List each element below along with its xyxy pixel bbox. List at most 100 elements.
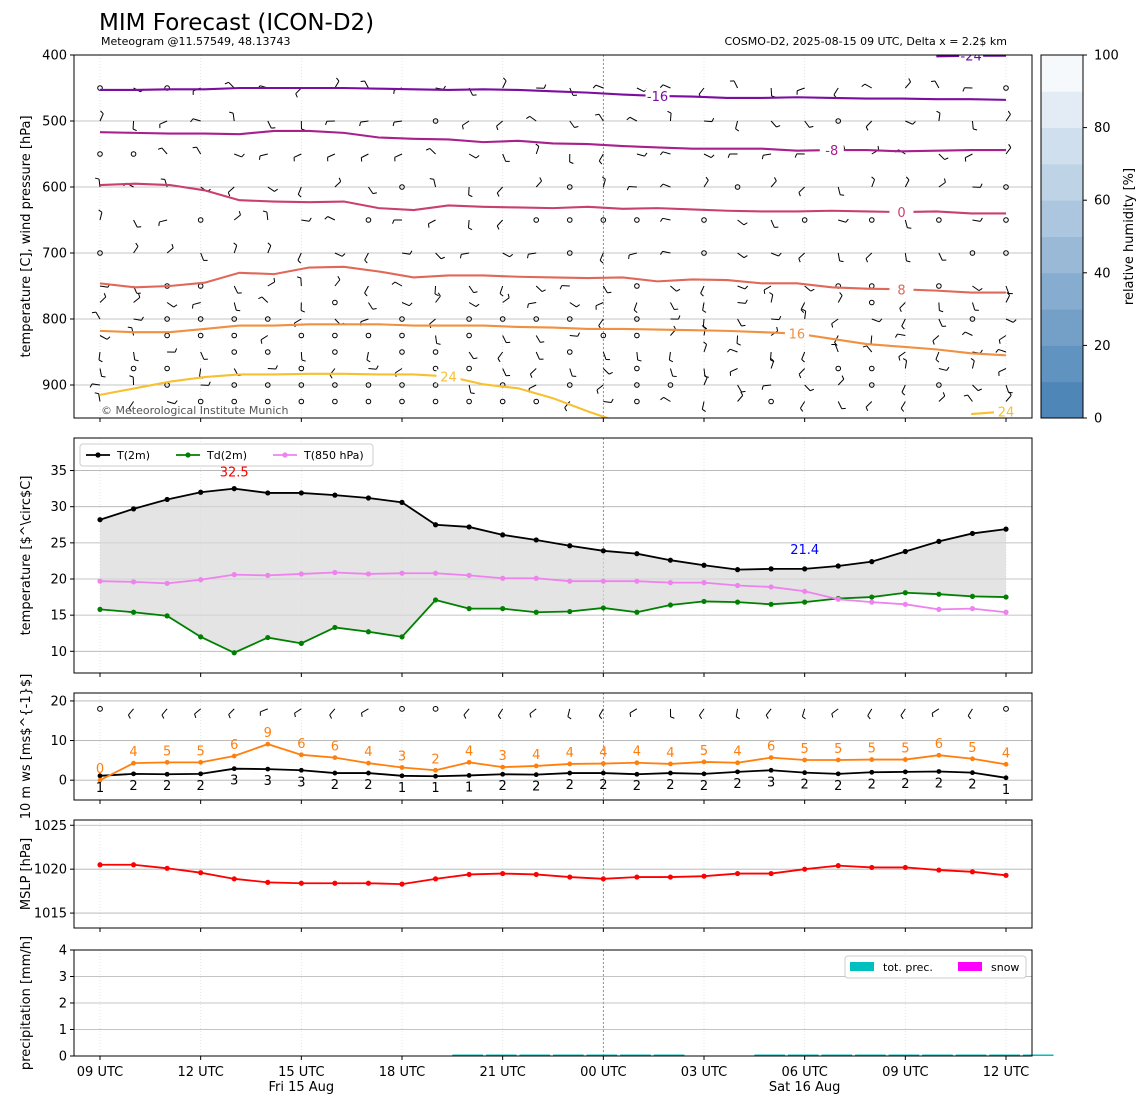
wind-barb <box>971 302 976 311</box>
wind-barb <box>595 302 604 307</box>
precip-bar <box>821 1054 853 1056</box>
wind-speed-label: 2 <box>129 779 137 794</box>
wind-barb-flag <box>608 372 613 375</box>
legend-entry: T(850 hPa) <box>303 449 364 462</box>
y-axis-label: temperature [$^\circ$C] <box>19 476 34 636</box>
wind-barb <box>334 80 340 89</box>
wind-barb-flag <box>735 128 740 132</box>
wind-barb <box>166 401 175 405</box>
t2m-point <box>902 548 908 555</box>
wind-barb <box>900 708 906 716</box>
wind-barb-flag <box>727 348 731 353</box>
wind-barb <box>327 153 336 158</box>
wind-barb-flag <box>300 310 306 313</box>
wind-barb <box>502 368 507 376</box>
wind-barb <box>360 318 369 323</box>
wind-barb <box>159 219 168 223</box>
wind-barb <box>194 708 201 715</box>
mslp-point <box>969 869 976 875</box>
wind-barb-flag <box>861 83 866 88</box>
wind-barb <box>703 344 708 353</box>
wind-barb <box>831 708 839 714</box>
wind-barb <box>429 318 436 325</box>
t850-point <box>164 580 170 586</box>
wind-barb <box>260 335 269 341</box>
precip-bar <box>989 1054 1020 1056</box>
colorbar-band <box>1041 381 1083 419</box>
wind-barb <box>361 153 369 159</box>
wind-barb <box>502 153 507 162</box>
wind-barb <box>595 84 604 89</box>
wind-gust-point <box>164 759 170 765</box>
calm-wind-symbol <box>264 349 271 355</box>
calm-wind-symbol <box>835 365 842 372</box>
wind-barb-flag <box>871 176 875 180</box>
isotherm-line <box>99 265 1006 294</box>
t2m-point <box>701 562 707 568</box>
t2m-point <box>533 537 539 543</box>
wind-barb <box>99 113 104 122</box>
t850-point <box>936 606 942 612</box>
wind-barb <box>599 252 604 261</box>
wind-barb-flag <box>700 292 704 297</box>
t850-point <box>130 579 137 585</box>
wind-barb <box>435 295 441 303</box>
calm-wind-symbol <box>466 365 472 372</box>
wind-barb-flag <box>267 242 272 246</box>
wind-barb-flag <box>325 121 328 126</box>
wind-barb-flag <box>138 293 141 298</box>
y-tick-label: 25 <box>50 536 67 551</box>
y-tick-label: 20 <box>50 694 67 709</box>
wind-barb-flag <box>839 260 844 263</box>
wind-barb <box>971 360 975 369</box>
colorbar-tick-label: 20 <box>1094 339 1111 354</box>
wind-barb-flag <box>978 288 983 292</box>
wind-barb-flag <box>468 194 473 198</box>
wind-speed-point <box>131 771 136 777</box>
calm-wind-symbol <box>566 316 573 322</box>
wind-barb-flag <box>800 407 804 412</box>
wind-barb <box>737 285 746 290</box>
wind-gust-label: 4 <box>566 746 574 761</box>
legend-entry: Td(2m) <box>206 449 247 462</box>
wind-barb <box>662 217 671 221</box>
wind-speed-point <box>835 771 841 777</box>
wind-gust-point <box>366 760 371 766</box>
contour-label: -8 <box>825 144 838 159</box>
mslp-frame <box>73 819 1033 929</box>
wind-barb <box>267 281 275 287</box>
wind-barb <box>935 351 940 360</box>
wind-barb-flag <box>761 155 764 160</box>
td2m-point <box>802 599 808 605</box>
wind-barb-flag <box>834 342 838 346</box>
wind-barb-flag <box>677 315 681 320</box>
wind-barb-flag <box>809 125 814 128</box>
wind-barb <box>361 708 369 714</box>
t2m-point <box>365 495 372 501</box>
wind-barb-flag <box>776 125 781 128</box>
t2m-point <box>936 538 942 545</box>
wind-barb-flag <box>273 277 276 282</box>
wind-barb-flag <box>735 716 740 720</box>
wind-barb <box>670 302 675 310</box>
wind-barb-flag <box>745 299 748 304</box>
wind-barb-flag <box>103 293 107 298</box>
wind-gust-label: 9 <box>264 726 272 741</box>
wind-speed-label: 2 <box>801 778 809 793</box>
wind-barb-flag <box>459 254 462 259</box>
calm-wind-symbol <box>97 250 103 256</box>
wind-barb <box>166 247 174 254</box>
wind-barb-flag <box>359 122 362 127</box>
wind-gust-point <box>298 752 304 758</box>
calm-wind-symbol <box>130 365 137 372</box>
t2m-point <box>667 557 674 563</box>
wind-barb-flag <box>297 194 302 198</box>
wind-speed-point <box>634 771 640 777</box>
wind-barb-flag <box>106 336 111 340</box>
wind-barb <box>535 285 543 292</box>
calm-wind-symbol <box>868 217 875 223</box>
wind-barb <box>1005 384 1010 393</box>
wind-gust-point <box>231 753 237 759</box>
wind-barb <box>703 327 706 336</box>
wind-barb <box>602 179 606 188</box>
